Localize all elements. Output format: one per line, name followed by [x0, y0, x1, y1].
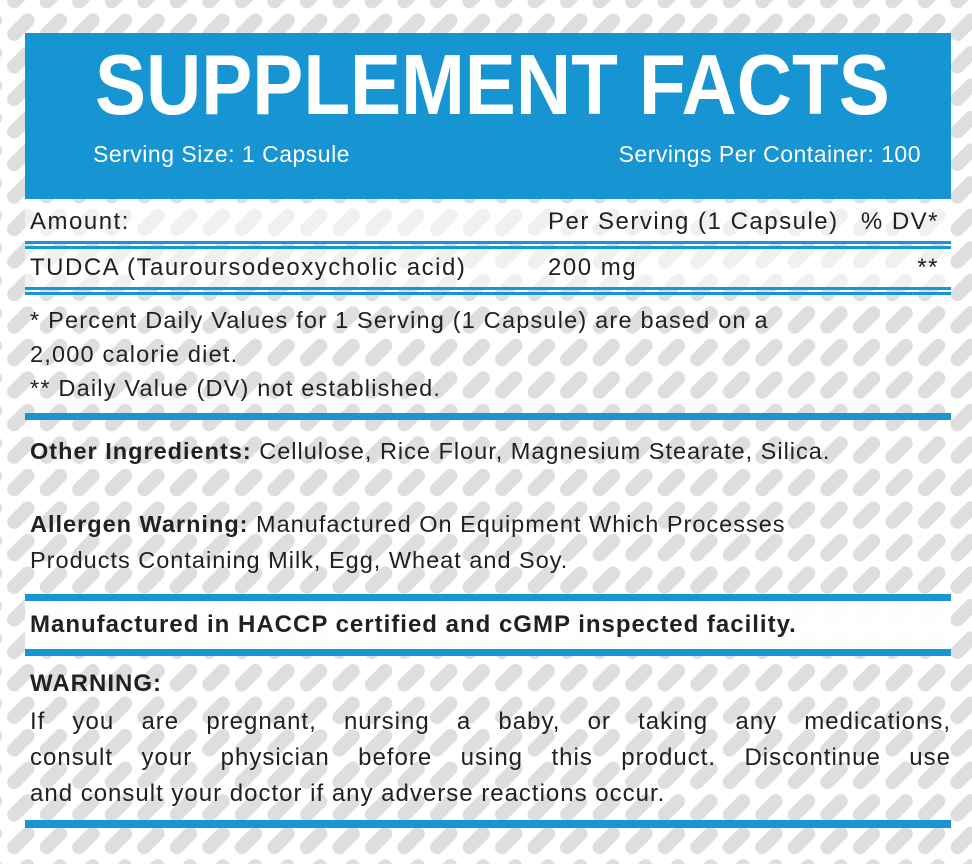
warning-line-3: and consult your doctor if any adverse r… — [30, 780, 666, 807]
allergen-warning-text-1: Manufactured On Equipment Which Processe… — [256, 511, 786, 537]
supplement-facts-panel: SUPPLEMENT FACTS Serving Size: 1 Capsule… — [25, 33, 951, 828]
allergen-warning-text-2: Products Containing Milk, Egg, Wheat and… — [30, 547, 569, 573]
footnote-line-3: ** Daily Value (DV) not established. — [30, 375, 442, 401]
table-header-row: Amount: Per Serving (1 Capsule) % DV* — [25, 203, 951, 241]
footnote-line-1: * Percent Daily Values for 1 Serving (1 … — [30, 307, 769, 333]
supplement-facts-header: SUPPLEMENT FACTS Serving Size: 1 Capsule… — [25, 33, 951, 199]
footnotes: * Percent Daily Values for 1 Serving (1 … — [25, 303, 951, 405]
nutrient-row-tudca: TUDCA (Tauroursodeoxycholic acid) 200 mg… — [25, 249, 951, 287]
allergen-warning-line-1: Allergen Warning: Manufactured On Equipm… — [30, 506, 951, 542]
serving-size-text: Serving Size: 1 Capsule — [93, 141, 350, 167]
allergen-warning-label: Allergen Warning: — [30, 511, 249, 537]
per-serving-column-label: Per Serving (1 Capsule) — [548, 208, 839, 235]
allergen-warning-section: Allergen Warning: Manufactured On Equipm… — [25, 506, 951, 578]
double-rule-bottom — [25, 287, 951, 295]
warning-paragraph: If you are pregnant, nursing a baby, or … — [25, 704, 951, 812]
dv-column-label: % DV* — [860, 208, 939, 235]
facility-note: Manufactured in HACCP certified and cGMP… — [25, 601, 951, 649]
warning-line-1: If you are pregnant, nursing a baby, or … — [30, 708, 951, 735]
amount-column-label: Amount: — [30, 208, 130, 235]
section-rule-1 — [25, 413, 951, 420]
other-ingredients-text: Cellulose, Rice Flour, Magnesium Stearat… — [259, 438, 831, 464]
warning-line-2: consult your physician before using this… — [30, 744, 951, 771]
nutrient-amount: 200 mg — [548, 254, 638, 281]
double-rule-top — [25, 241, 951, 249]
nutrient-dv: ** — [917, 254, 939, 281]
section-rule-2 — [25, 594, 951, 601]
panel-title: SUPPLEMENT FACTS — [95, 38, 890, 133]
servings-per-container-text: Servings Per Container: 100 — [618, 141, 921, 167]
warning-heading: WARNING: — [30, 670, 162, 697]
bottom-rule — [25, 820, 951, 828]
footnote-line-2: 2,000 calorie diet. — [30, 341, 239, 367]
serving-info-row: Serving Size: 1 Capsule Servings Per Con… — [93, 141, 921, 168]
other-ingredients-label: Other Ingredients: — [30, 438, 252, 464]
other-ingredients-section: Other Ingredients: Cellulose, Rice Flour… — [25, 436, 951, 466]
section-rule-3 — [25, 649, 951, 656]
nutrient-name: TUDCA (Tauroursodeoxycholic acid) — [30, 254, 467, 281]
